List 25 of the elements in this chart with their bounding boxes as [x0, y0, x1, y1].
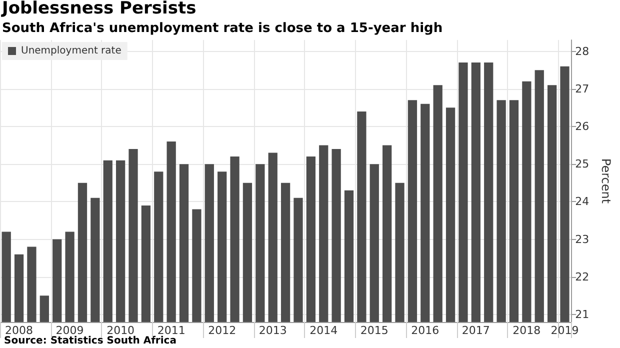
x-tick-label: 2017 — [462, 324, 490, 337]
y-tick-label: 28 — [575, 44, 590, 58]
source-note: Source: Statistics South Africa — [4, 336, 176, 346]
x-tick-label: 2009 — [56, 324, 84, 337]
x-tick-label: 2016 — [411, 324, 440, 337]
x-tick-label: 2011 — [157, 324, 186, 337]
x-tick-label: 2014 — [310, 324, 338, 337]
y-tick-label: 22 — [575, 270, 590, 284]
x-tick-label: 2013 — [258, 324, 287, 337]
x-tick-label: 2010 — [106, 324, 135, 337]
x-tick-label: 2019 — [550, 324, 579, 337]
x-tick-label: 2018 — [512, 324, 541, 337]
y-tick-label: 23 — [575, 232, 590, 246]
y-tick-label: 24 — [575, 195, 590, 208]
chart-title: Joblessness Persists — [1, 0, 196, 18]
y-tick-label: 26 — [575, 120, 590, 133]
legend-label: Unemployment rate — [21, 46, 122, 56]
y-tick-label: 25 — [575, 158, 590, 171]
x-tick-label: 2012 — [208, 324, 236, 337]
y-axis-title: Percent — [599, 158, 613, 204]
x-tick-label: 2015 — [360, 324, 388, 337]
chart-subtitle: South Africa's unemployment rate is close to a 15-year high — [2, 21, 443, 36]
y-tick-label: 27 — [575, 82, 590, 96]
x-tick-label: 2008 — [5, 324, 34, 337]
y-tick-label: 21 — [575, 308, 590, 321]
